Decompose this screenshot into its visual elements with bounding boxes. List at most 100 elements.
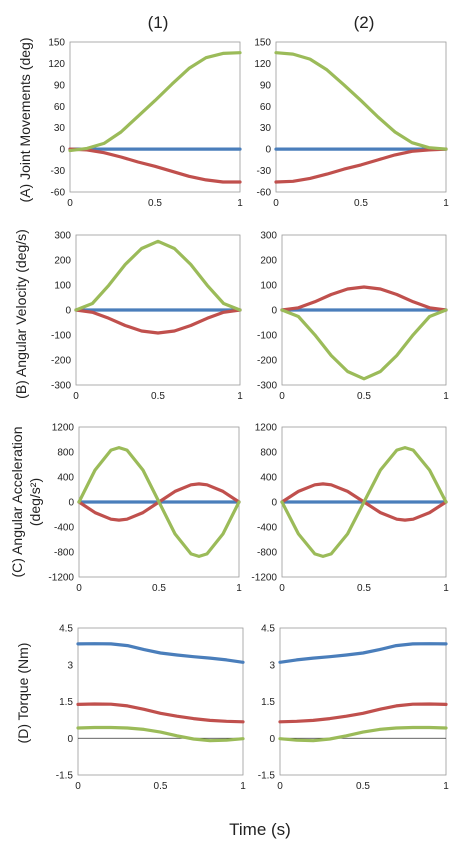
x-tick-label-a2: 0.5 [354, 198, 368, 209]
y-tick-label-b1: 300 [54, 231, 71, 242]
y-tick-label-c2: -800 [257, 548, 277, 559]
y-tick-label-c1: 1200 [52, 423, 75, 434]
y-tick-label-a2: 0 [265, 145, 271, 156]
y-tick-label-b1: 200 [54, 256, 71, 267]
series-line-d1-2 [76, 702, 245, 724]
y-tick-label-b2: -200 [257, 356, 277, 367]
y-tick-label-d2: 4.5 [261, 624, 275, 635]
row-label-d: (D) Torque (Nm) [15, 643, 31, 744]
y-tick-label-a1: 150 [48, 38, 65, 49]
plot-frame-a1 [69, 41, 241, 193]
y-tick-label-b1: -200 [51, 356, 71, 367]
y-tick-label-a1: 120 [48, 59, 65, 70]
chart-c2: -1200 -800 -400 0 400 800 1200 0 0.5 1 [251, 423, 449, 595]
y-tick-label-c2: -1200 [251, 573, 277, 584]
y-tick-label-b1: -300 [51, 381, 71, 392]
series-line-d1-3 [76, 725, 245, 743]
y-tick-label-d2: 3 [269, 660, 275, 671]
x-tick-label-d2: 1 [443, 781, 449, 792]
series-line-b1-2 [74, 308, 242, 335]
y-tick-label-a1: 60 [54, 102, 66, 113]
x-tick-label-c2: 0.5 [357, 583, 371, 594]
y-tick-label-a2: -60 [257, 188, 272, 199]
x-tick-label-b1: 0 [73, 391, 79, 402]
y-tick-label-a2: 150 [254, 38, 271, 49]
series-line-a2-2 [274, 147, 448, 184]
x-tick-label-d1: 0.5 [154, 781, 168, 792]
row-label-c-line1: (C) Angular Acceleration [9, 427, 25, 578]
series-line-a2-3 [274, 51, 448, 151]
chart-d2: -1.501.534.50 0.5 1 [258, 624, 449, 793]
y-tick-label-b2: -300 [257, 381, 277, 392]
y-tick-label-b2: -100 [257, 331, 277, 342]
series-line-c2-3 [280, 446, 448, 559]
row-label-a: (A) Joint Movements (deg) [17, 38, 33, 203]
series-line-a1-3 [68, 51, 242, 153]
series-line-b2-3 [280, 308, 448, 381]
y-tick-label-d2: 0 [269, 734, 275, 745]
y-tick-label-d2: -1.5 [258, 771, 276, 782]
x-tick-label-c1: 0.5 [152, 583, 166, 594]
y-tick-label-b2: 0 [271, 306, 277, 317]
series-line-d1-1 [76, 642, 245, 664]
x-tick-label-a2: 1 [443, 198, 449, 209]
x-tick-label-c2: 0 [279, 583, 285, 594]
y-tick-label-d1: -1.5 [56, 771, 74, 782]
x-tick-label-c2: 1 [443, 583, 449, 594]
column-title-2: (2) [354, 13, 375, 32]
series-line-d2-3 [278, 725, 448, 743]
y-tick-label-d1: 0 [67, 734, 73, 745]
x-tick-label-c1: 0 [76, 583, 82, 594]
x-tick-label-d1: 0 [75, 781, 81, 792]
x-tick-label-b2: 0.5 [357, 391, 371, 402]
y-tick-label-b1: 100 [54, 281, 71, 292]
x-tick-label-b1: 1 [237, 391, 243, 402]
y-tick-label-c2: -400 [257, 523, 277, 534]
y-tick-label-c1: 0 [68, 498, 74, 509]
chart-b2: -300 -200 -100 0 100 200 300 0 0.5 1 [257, 231, 449, 403]
y-tick-label-a2: 120 [254, 59, 271, 70]
chart-d1: -1.501.534.50 0.5 1 [56, 624, 246, 793]
y-tick-label-a1: -30 [51, 166, 66, 177]
x-tick-label-a1: 0 [67, 198, 73, 209]
y-tick-label-b2: 100 [260, 281, 277, 292]
plot-frame-a2 [275, 41, 447, 193]
y-tick-label-a1: 90 [54, 80, 66, 91]
y-tick-label-a1: 30 [54, 123, 66, 134]
y-tick-label-c1: -400 [54, 523, 74, 534]
y-tick-label-a2: 30 [260, 123, 272, 134]
x-axis-title: Time (s) [229, 820, 291, 839]
x-tick-label-a2: 0 [273, 198, 279, 209]
y-tick-label-b2: 200 [260, 256, 277, 267]
chart-a1: -60 -30 0 30 60 90 120 150 0 0.5 1 [48, 38, 243, 210]
row-label-b: (B) Angular Velocity (deg/s) [13, 229, 29, 399]
y-tick-label-d1: 1.5 [59, 697, 73, 708]
series-line-b2-2 [280, 285, 448, 312]
y-tick-label-a1: -60 [51, 188, 66, 199]
y-tick-label-a2: 90 [260, 80, 272, 91]
column-title-1: (1) [148, 13, 169, 32]
series-line-d2-1 [278, 642, 448, 664]
x-tick-label-d1: 1 [240, 781, 246, 792]
plot-frame-d2 [279, 627, 447, 776]
y-tick-label-a2: 60 [260, 102, 272, 113]
plot-frame-d1 [77, 627, 244, 776]
y-tick-label-c1: 400 [57, 473, 74, 484]
chart-a2: -60 -30 0 30 60 90 120 150 0 0.5 1 [254, 38, 449, 210]
y-tick-label-b1: -100 [51, 331, 71, 342]
y-tick-label-c1: -1200 [48, 573, 74, 584]
x-tick-label-b2: 0 [279, 391, 285, 402]
y-tick-label-c1: 800 [57, 448, 74, 459]
series-line-a1-2 [68, 147, 242, 184]
series-line-c1-3 [77, 446, 241, 559]
series-line-d2-2 [278, 702, 448, 724]
x-tick-label-c1: 1 [236, 583, 242, 594]
y-tick-label-c1: -800 [54, 548, 74, 559]
y-tick-label-b1: 0 [65, 306, 71, 317]
y-tick-label-d1: 3 [67, 660, 73, 671]
y-tick-label-b2: 300 [260, 231, 277, 242]
chart-b1: -300 -200 -100 0 100 200 300 0 0.5 1 [51, 231, 243, 403]
row-label-c-line2: (deg/s²) [27, 478, 43, 526]
